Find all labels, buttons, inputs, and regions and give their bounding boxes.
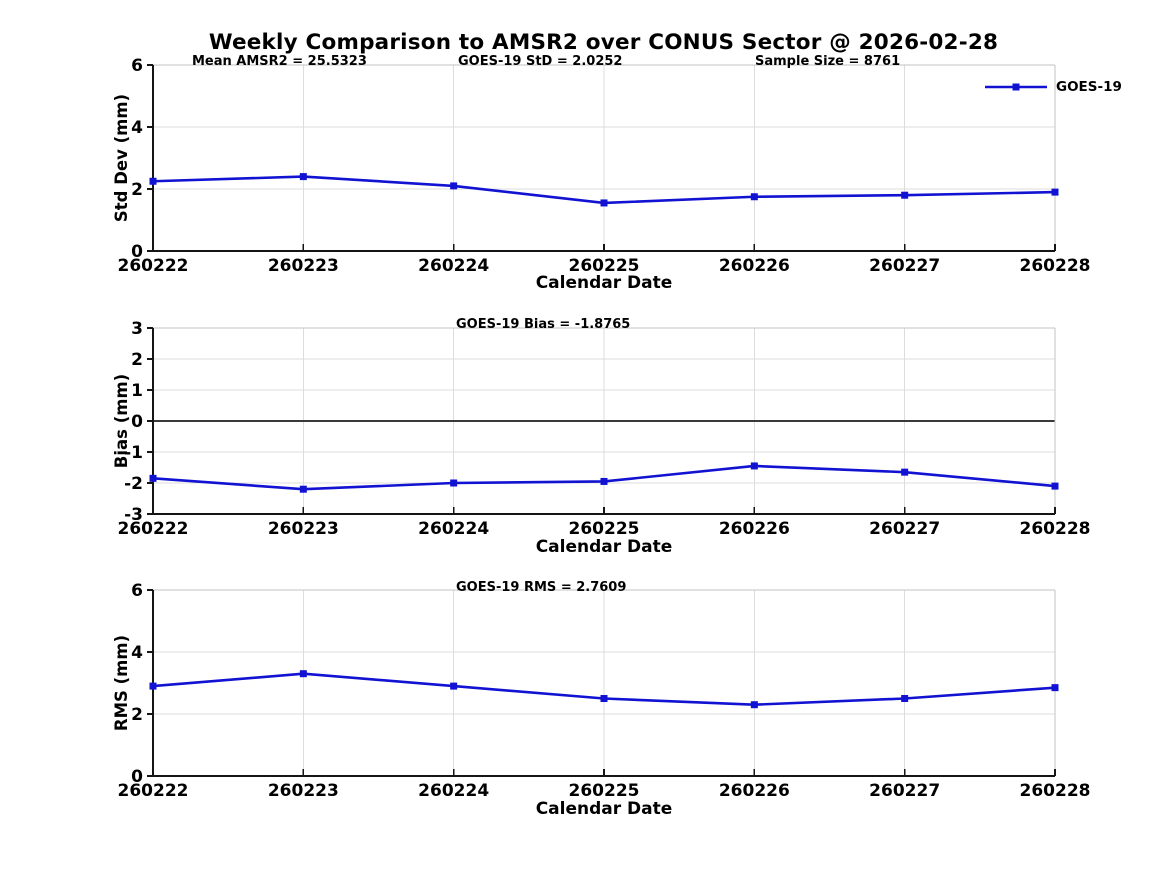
data-point-marker	[750, 193, 758, 201]
tick-label: 1	[131, 381, 143, 401]
figure-title: Weekly Comparison to AMSR2 over CONUS Se…	[208, 30, 999, 55]
tick-label: 260223	[268, 519, 339, 539]
tick-label: 260225	[569, 519, 640, 539]
tick-label: 6	[131, 581, 143, 601]
data-point-marker	[149, 682, 157, 690]
bias-x-axis-label: Calendar Date	[535, 537, 673, 557]
tick-label: 2	[131, 180, 143, 200]
data-point-marker	[600, 199, 608, 207]
tick-label: 260223	[268, 256, 339, 276]
annotation-mean-amsr2: Mean AMSR2 = 25.5323	[192, 54, 367, 69]
tick-label: 0	[131, 242, 143, 262]
annotation-sample-size: Sample Size = 8761	[755, 54, 901, 69]
tick-label: 260228	[1020, 781, 1091, 801]
data-point-marker	[600, 477, 608, 485]
tick-label: 260227	[869, 519, 940, 539]
tick-label: -1	[124, 443, 143, 463]
tick-label: 260222	[118, 519, 189, 539]
tick-label: 260223	[268, 781, 339, 801]
tick-label: 260228	[1020, 519, 1091, 539]
tick-label: 260228	[1020, 256, 1091, 276]
bias-y-axis-label: Bias (mm)	[112, 373, 131, 469]
data-point-marker	[450, 479, 458, 487]
tick-label: 260224	[418, 781, 489, 801]
data-point-marker	[299, 670, 307, 678]
data-point-marker	[1051, 684, 1059, 692]
tick-label: 260227	[869, 256, 940, 276]
tick-label: 4	[131, 118, 143, 138]
data-point-marker	[750, 462, 758, 470]
data-point-marker	[149, 177, 157, 185]
rms-x-axis-label: Calendar Date	[535, 799, 673, 819]
legend-goes19-label: GOES-19	[1056, 79, 1122, 95]
data-point-marker	[299, 485, 307, 493]
tick-label: 260222	[118, 781, 189, 801]
stddev-y-axis-label: Std Dev (mm)	[112, 93, 131, 223]
tick-label: 260224	[418, 519, 489, 539]
data-point-marker	[299, 173, 307, 181]
data-point-marker	[1051, 188, 1059, 196]
rms-y-axis-label: RMS (mm)	[112, 634, 131, 732]
tick-label: -3	[124, 505, 143, 525]
tick-label: 260227	[869, 781, 940, 801]
tick-label: 2	[131, 350, 143, 370]
annotation-goes19-bias: GOES-19 Bias = -1.8765	[456, 317, 631, 332]
data-point-marker	[450, 182, 458, 190]
data-point-marker	[600, 695, 608, 702]
data-point-marker	[149, 474, 157, 482]
data-point-marker	[901, 468, 909, 476]
data-point-marker	[750, 701, 758, 709]
tick-label: 4	[131, 643, 143, 663]
tick-label: 260226	[719, 519, 790, 539]
tick-label: 260225	[569, 256, 640, 276]
tick-label: -2	[124, 474, 143, 494]
legend-marker-icon	[1012, 83, 1020, 91]
tick-label: 260225	[569, 781, 640, 801]
data-point-marker	[1051, 482, 1059, 490]
tick-label: 0	[131, 767, 143, 787]
data-point-marker	[450, 682, 458, 690]
data-point-marker	[901, 695, 909, 702]
stddev-x-axis-label: Calendar Date	[535, 273, 673, 293]
tick-label: 260222	[118, 256, 189, 276]
tick-label: 260224	[418, 256, 489, 276]
data-point-marker	[901, 191, 909, 199]
tick-label: 2	[131, 705, 143, 725]
tick-label: 0	[131, 412, 143, 432]
tick-label: 6	[131, 56, 143, 76]
tick-label: 260226	[719, 781, 790, 801]
annotation-goes19-rms: GOES-19 RMS = 2.7609	[456, 580, 627, 595]
tick-label: 260226	[719, 256, 790, 276]
tick-label: 3	[131, 319, 143, 339]
annotation-goes19-std: GOES-19 StD = 2.0252	[458, 54, 623, 69]
